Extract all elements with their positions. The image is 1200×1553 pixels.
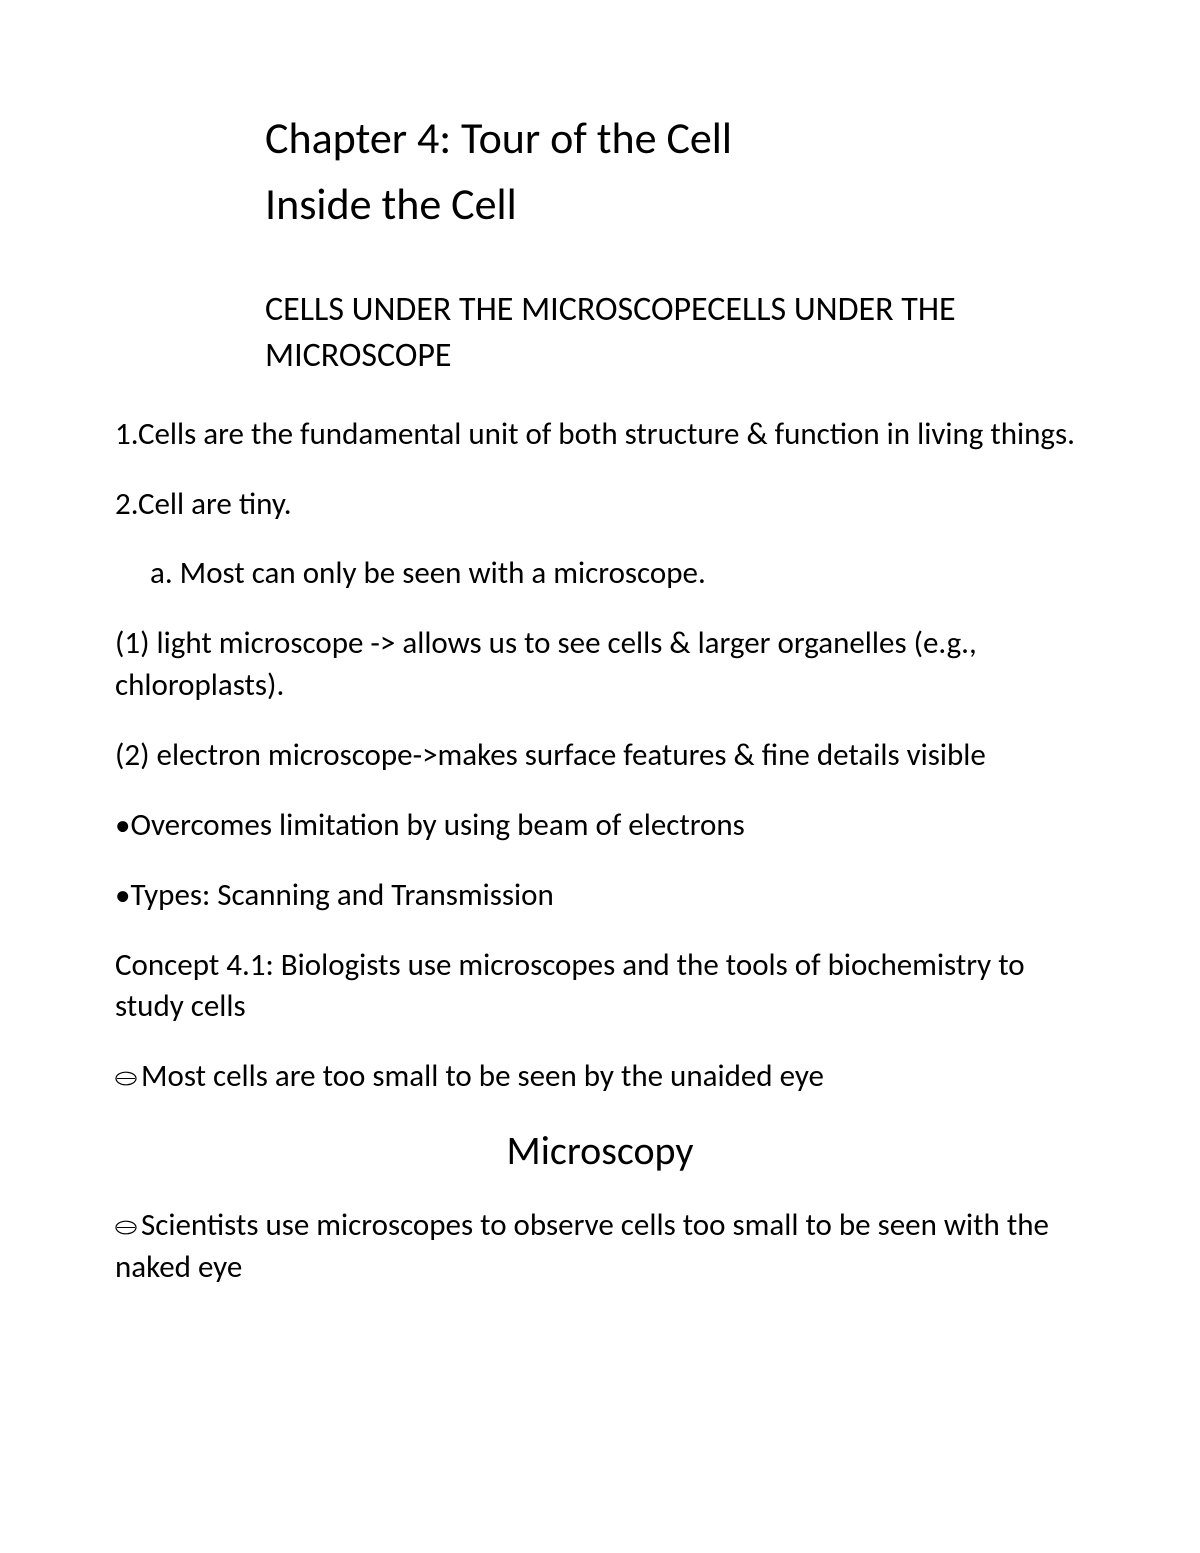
paragraph-5: (2) electron microscope->makes surface f… bbox=[115, 735, 1085, 777]
paragraph-10: Scientists use microscopes to observe ce… bbox=[115, 1205, 1085, 1289]
section-heading-block: CELLS UNDER THE MICROSCOPECELLS UNDER TH… bbox=[115, 287, 1085, 379]
microscopy-heading: Microscopy bbox=[115, 1126, 1085, 1175]
paragraph-6: •Overcomes limitation by using beam of e… bbox=[115, 805, 1085, 847]
paragraph-3: a. Most can only be seen with a microsco… bbox=[115, 553, 1085, 595]
section-heading: CELLS UNDER THE MICROSCOPECELLS UNDER TH… bbox=[265, 287, 1085, 379]
chapter-subtitle: Inside the Cell bbox=[265, 171, 1085, 237]
bullet-icon bbox=[115, 1056, 141, 1098]
paragraph-4: (1) light microscope -> allows us to see… bbox=[115, 623, 1085, 707]
bullet-icon bbox=[115, 1205, 141, 1247]
paragraph-8: Concept 4.1: Biologists use microscopes … bbox=[115, 945, 1085, 1029]
paragraph-1: 1.Cells are the fundamental unit of both… bbox=[115, 414, 1085, 456]
paragraph-9-text: Most cells are too small to be seen by t… bbox=[141, 1057, 824, 1095]
paragraph-9: Most cells are too small to be seen by t… bbox=[115, 1056, 1085, 1098]
chapter-title: Chapter 4: Tour of the Cell bbox=[265, 105, 1085, 171]
title-block: Chapter 4: Tour of the Cell Inside the C… bbox=[115, 105, 1085, 237]
paragraph-10-text: Scientists use microscopes to observe ce… bbox=[115, 1206, 1049, 1286]
paragraph-2: 2.Cell are tiny. bbox=[115, 484, 1085, 526]
paragraph-7: •Types: Scanning and Transmission bbox=[115, 875, 1085, 917]
